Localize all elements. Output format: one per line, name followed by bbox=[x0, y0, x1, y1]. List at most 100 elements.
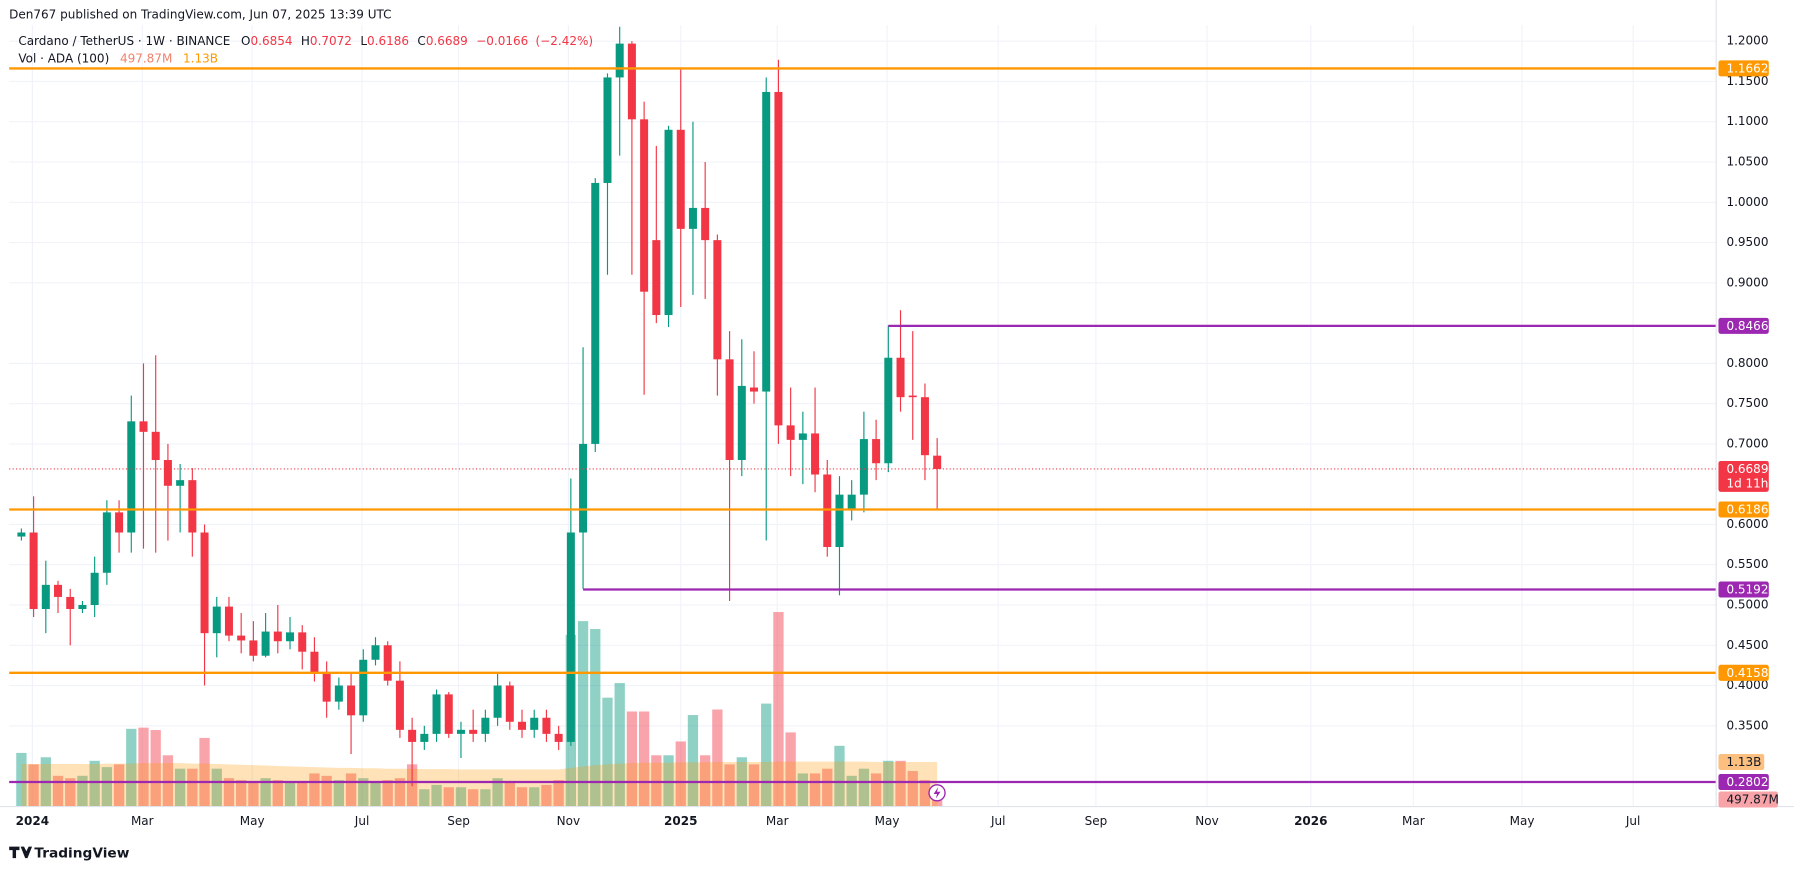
volume-bar bbox=[455, 787, 467, 807]
x-tick-label: May bbox=[240, 814, 265, 828]
volume-bar bbox=[638, 711, 650, 807]
ohlc-prefix: O bbox=[241, 34, 250, 48]
x-tick-label: Nov bbox=[557, 814, 580, 828]
footer-logo-text: TradingView bbox=[34, 845, 129, 861]
x-tick-label: May bbox=[875, 814, 900, 828]
volume-bar bbox=[321, 775, 332, 807]
volume-bar bbox=[712, 709, 723, 807]
volume-bar bbox=[895, 760, 906, 807]
y-tick-label: 0.7000 bbox=[1726, 436, 1768, 450]
volume-bar bbox=[443, 787, 454, 807]
candle-body bbox=[664, 129, 673, 316]
volume-bar bbox=[785, 732, 796, 807]
volume-bar bbox=[101, 767, 113, 807]
candle-body bbox=[420, 733, 429, 742]
replay-icon bbox=[928, 784, 946, 802]
candle-body bbox=[481, 717, 490, 734]
candle-body bbox=[933, 455, 942, 469]
x-tick-label: Jul bbox=[990, 814, 1005, 828]
volume-ma-label-bg bbox=[1718, 753, 1765, 771]
volume-ma-label: 1.13B bbox=[1726, 755, 1761, 769]
candle-body bbox=[676, 129, 685, 229]
volume-bar bbox=[28, 764, 39, 807]
candle-body bbox=[286, 632, 295, 642]
low-value: 0.6186 bbox=[367, 34, 409, 48]
candle-body bbox=[884, 357, 893, 464]
volume-bar bbox=[870, 773, 882, 807]
candle-body bbox=[688, 207, 697, 229]
volume-bar bbox=[687, 715, 699, 807]
volume-bar bbox=[113, 764, 125, 807]
ohlc-prefix: H bbox=[301, 34, 310, 48]
volume-bar bbox=[529, 787, 540, 807]
volume-bar bbox=[553, 780, 564, 807]
candle-body bbox=[310, 651, 319, 674]
candle-body bbox=[444, 694, 453, 734]
volume-bar bbox=[77, 775, 88, 807]
candle-body bbox=[872, 439, 881, 464]
candle-body bbox=[859, 439, 868, 495]
volume-bar bbox=[602, 697, 613, 807]
volume-bar bbox=[907, 771, 918, 807]
candle-body bbox=[713, 240, 722, 360]
candle-body bbox=[139, 421, 148, 432]
volume-bar bbox=[382, 780, 393, 807]
candle-body bbox=[224, 606, 233, 636]
volume-bar bbox=[370, 782, 381, 807]
candle-body bbox=[212, 606, 221, 634]
volume-bar bbox=[748, 764, 760, 807]
volume-bar bbox=[223, 778, 235, 807]
x-tick-label: Nov bbox=[1195, 814, 1218, 828]
volume-bar bbox=[480, 789, 491, 807]
candle-body bbox=[652, 240, 661, 316]
level-label-bg bbox=[1718, 60, 1769, 77]
volume-bar bbox=[504, 782, 515, 807]
candle-body bbox=[115, 512, 124, 533]
candle-body bbox=[762, 91, 771, 392]
current-price-label: 0.6689 bbox=[1726, 462, 1768, 476]
volume-layer bbox=[16, 612, 943, 807]
candle-body bbox=[456, 729, 465, 734]
volume-bar bbox=[65, 778, 76, 807]
close-value: 0.6689 bbox=[426, 34, 468, 48]
y-tick-label: 1.1000 bbox=[1726, 114, 1768, 128]
candle-body bbox=[469, 729, 478, 734]
volume-bar bbox=[626, 711, 638, 807]
volume-bar bbox=[883, 760, 894, 807]
volume-bar bbox=[199, 737, 210, 807]
x-tick-label: 2026 bbox=[1294, 814, 1327, 828]
volume-bar bbox=[16, 752, 27, 807]
volume-bar bbox=[309, 773, 320, 807]
publisher-line: Den767 published on TradingView.com, Jun… bbox=[9, 7, 391, 21]
volume-bar bbox=[272, 780, 283, 807]
level-label: 0.2802 bbox=[1726, 775, 1768, 789]
candle-body bbox=[835, 494, 844, 548]
x-tick-label: Mar bbox=[131, 814, 154, 828]
y-tick-label: 1.0000 bbox=[1726, 195, 1768, 209]
candle-body bbox=[811, 433, 820, 475]
y-tick-label: 0.6000 bbox=[1726, 517, 1768, 531]
symbol: Cardano / TetherUS · 1W · BINANCE bbox=[18, 34, 230, 48]
overlay-layer bbox=[9, 67, 1717, 784]
candle-body bbox=[188, 480, 197, 533]
candle-body bbox=[66, 596, 75, 610]
level-label-bg bbox=[1718, 581, 1769, 598]
volume-bar bbox=[724, 764, 735, 807]
candle-body bbox=[530, 717, 539, 730]
volume-bar bbox=[675, 741, 686, 807]
x-tick-label: Mar bbox=[766, 814, 789, 828]
footer-logo: TradingView bbox=[9, 845, 130, 861]
candle-body bbox=[176, 480, 185, 486]
volume-bar bbox=[834, 745, 845, 807]
candle-body bbox=[920, 397, 929, 456]
candle-body bbox=[566, 532, 575, 742]
candle-body bbox=[432, 694, 441, 734]
x-tick-label: 2025 bbox=[664, 814, 697, 828]
candle-body bbox=[542, 717, 551, 734]
level-label-bg bbox=[1718, 664, 1769, 681]
candle-body bbox=[29, 532, 38, 610]
volume-current: 497.87M bbox=[120, 51, 172, 65]
candle-body bbox=[847, 494, 856, 510]
candle-body bbox=[371, 645, 380, 660]
